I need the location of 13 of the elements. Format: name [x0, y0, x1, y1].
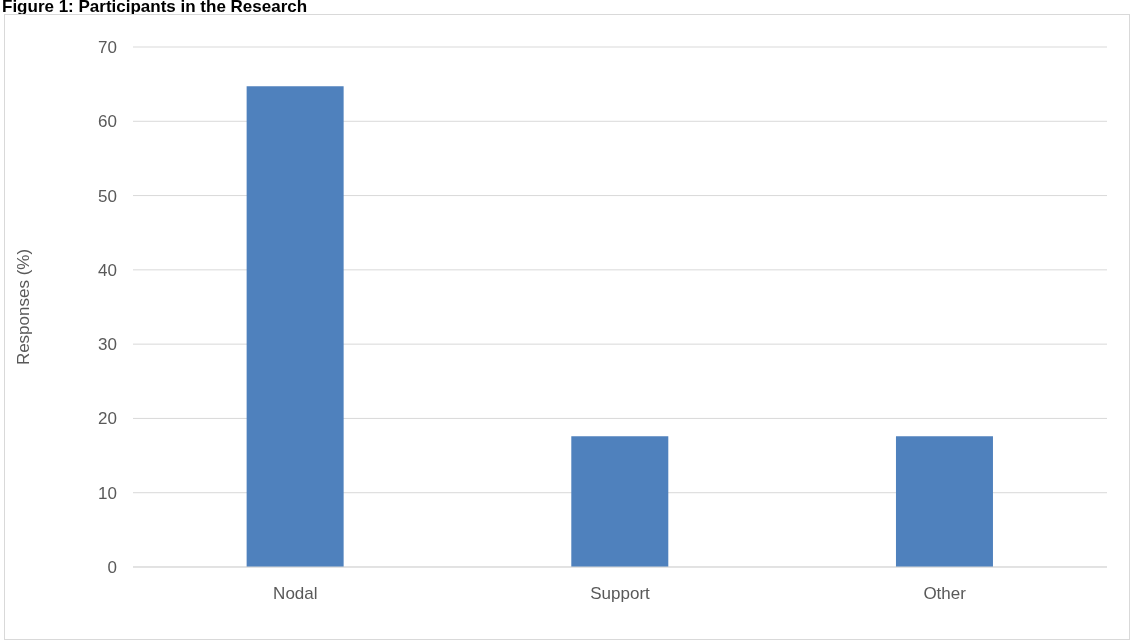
- y-tick-label: 70: [98, 38, 117, 58]
- x-tick-label: Nodal: [273, 584, 318, 604]
- y-tick-label: 50: [98, 186, 117, 206]
- y-tick-label: 30: [98, 335, 117, 355]
- y-tick-label: 10: [98, 483, 117, 503]
- chart-title: Figure 1: Participants in the Research: [2, 0, 308, 17]
- y-tick-label: 0: [107, 558, 117, 578]
- x-tick-label: Other: [923, 584, 967, 604]
- y-axis-title: Responses (%): [14, 248, 34, 366]
- y-tick-label: 40: [98, 260, 117, 280]
- y-tick-label: 20: [98, 409, 117, 429]
- y-tick-label: 60: [98, 112, 117, 132]
- x-tick-label: Support: [590, 584, 651, 604]
